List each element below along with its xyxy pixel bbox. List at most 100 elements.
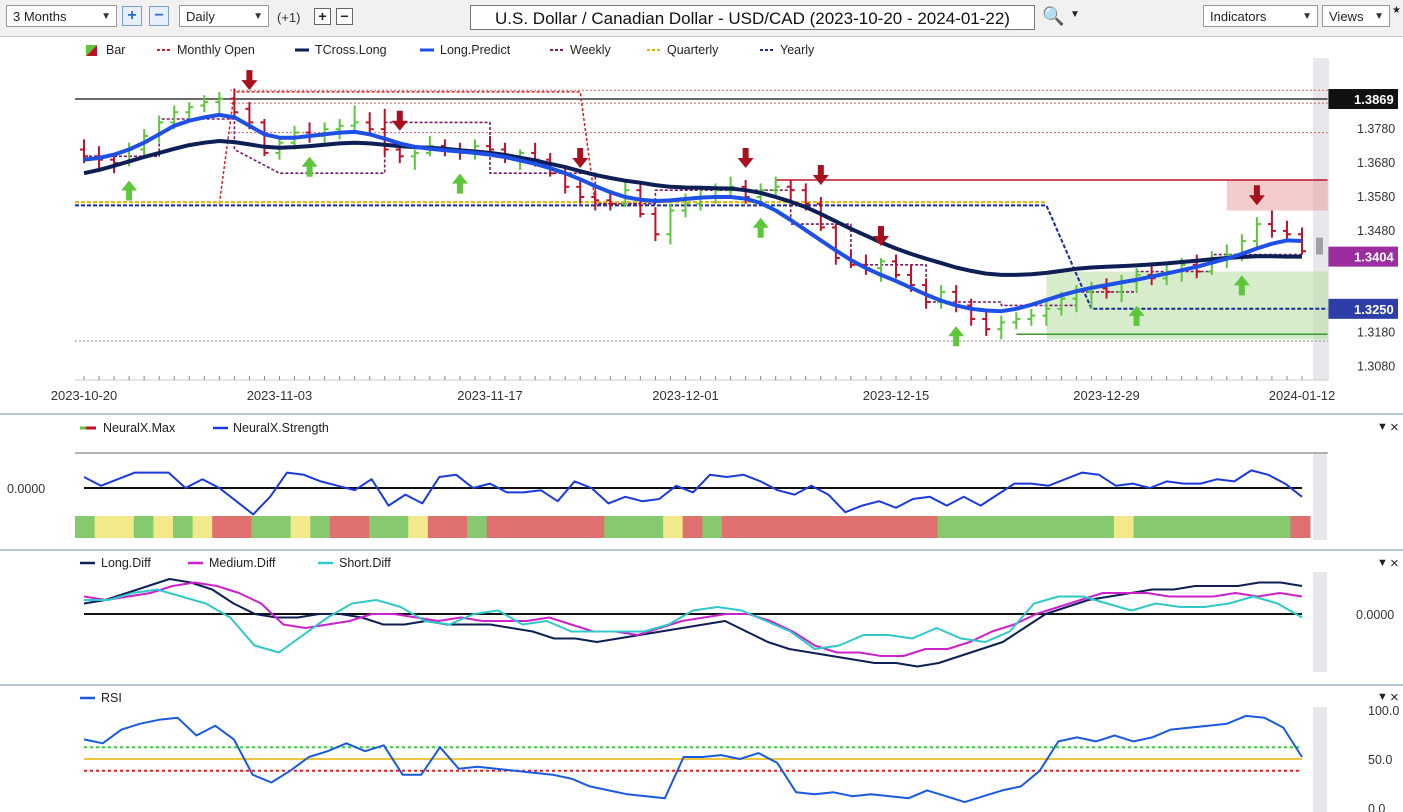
neuralx-max-cell — [231, 516, 252, 538]
chevron-down-icon: ▼ — [1374, 11, 1384, 22]
indicators-select[interactable]: Indicators ▼ — [1203, 5, 1318, 27]
neuralx-strength-line — [83, 469, 1303, 516]
price-tag-label: 1.3404 — [1354, 250, 1395, 265]
diff-series-line — [83, 578, 1303, 668]
neuralx-max-cell — [682, 516, 703, 538]
y-tick-label: 1.3580 — [1357, 190, 1395, 204]
interval-value: Daily — [186, 9, 215, 24]
legend-label: RSI — [101, 691, 122, 705]
views-select[interactable]: Views ▼ — [1322, 5, 1390, 27]
neuralx-max-cell — [957, 516, 978, 538]
chevron-down-icon: ▼ — [101, 11, 111, 22]
search-icon[interactable]: 🔍 — [1042, 6, 1065, 26]
sell-signal-arrow-icon — [241, 70, 258, 91]
rsi-panel: RSI 100.0 50.0 0.0 ▼ × — [80, 689, 1399, 812]
indicators-label: Indicators — [1210, 9, 1267, 24]
neuralx-max-cell — [1094, 516, 1115, 538]
neuralx-max-cell — [839, 516, 860, 538]
neuralx-max-cell — [467, 516, 488, 538]
legend-label: TCross.Long — [315, 43, 387, 57]
price-tag — [1328, 89, 1398, 110]
price-tag — [1328, 246, 1398, 267]
neuralx-max-cell — [212, 516, 233, 538]
neuralx-max-cell — [192, 516, 213, 538]
panel-divider[interactable] — [0, 413, 1403, 415]
weekly-line — [84, 118, 1302, 307]
neuralx-max-cell — [721, 516, 743, 538]
neuralx-max-cell — [75, 516, 96, 538]
neuralx-max-cell — [878, 516, 899, 538]
future-shade — [1313, 453, 1327, 540]
neuralx-max-cell — [290, 516, 311, 538]
y-tick-label: 1.3780 — [1357, 122, 1395, 136]
price-axis-area — [1328, 58, 1403, 380]
x-tick-label: 2023-12-29 — [1073, 388, 1140, 403]
close-icon: × — [1390, 689, 1399, 706]
yearly-line — [75, 204, 1328, 310]
period-value: 3 Months — [13, 9, 67, 24]
expand-button[interactable]: + — [314, 8, 331, 25]
zoom-out-button[interactable]: − — [149, 6, 169, 26]
period-select[interactable]: 3 Months ▼ — [6, 5, 117, 27]
legend-label: Yearly — [780, 43, 815, 57]
sell-signal-arrow-icon — [1248, 185, 1265, 206]
interval-select[interactable]: Daily ▼ — [179, 5, 269, 27]
collapse-button[interactable]: − — [336, 8, 353, 25]
x-tick-label: 2023-11-03 — [247, 388, 313, 403]
y-tick-label: 0.0 — [1368, 802, 1385, 812]
neuralx-max-cell — [976, 516, 997, 538]
sell-signal-arrow-icon — [572, 148, 589, 169]
neuralx-max-cell — [1211, 516, 1233, 538]
legend-label: Long.Diff — [101, 556, 151, 570]
neuralx-max-cell — [1231, 516, 1252, 538]
chevron-down-icon: ▼ — [253, 11, 263, 22]
neuralx-max-cell — [1113, 516, 1135, 538]
neuralx-max-cell — [388, 516, 409, 538]
neuralx-max-cell — [1192, 516, 1213, 538]
neuralx-max-cell — [761, 516, 782, 538]
neuralx-max-cell — [173, 516, 194, 538]
x-tick-label: 2023-12-15 — [863, 388, 930, 403]
instrument-title[interactable]: U.S. Dollar / Canadian Dollar - USD/CAD … — [470, 5, 1035, 30]
x-tick-label: 2023-11-17 — [457, 388, 523, 403]
neuralx-max-cell — [584, 516, 605, 538]
chevron-down-icon: ▼ — [1377, 557, 1388, 569]
future-shade — [1313, 572, 1327, 672]
x-tick-label: 2023-10-20 — [51, 388, 118, 403]
y-tick-label: 0.0000 — [7, 482, 45, 496]
price-tag-label: 1.3250 — [1354, 302, 1394, 317]
neuralx-max-cell — [369, 516, 390, 538]
legend-bar-swatch — [86, 45, 97, 56]
neuralx-max-cell — [1172, 516, 1193, 538]
neuralx-max-cell — [486, 516, 507, 538]
y-tick-label: 0.0000 — [1356, 608, 1394, 622]
chevron-down-icon: ▼ — [1302, 11, 1312, 22]
neuralx-max-cell — [565, 516, 586, 538]
y-tick-label: 1.3680 — [1357, 156, 1395, 170]
panel-divider[interactable] — [0, 549, 1403, 551]
neuralx-max-cell — [937, 516, 958, 538]
neuralx-max-cell — [1153, 516, 1174, 538]
y-tick-label: 50.0 — [1368, 753, 1392, 767]
neuralx-max-cell — [702, 516, 723, 538]
buy-signal-arrow-icon — [301, 156, 318, 177]
pin-icon[interactable]: ★ — [1392, 5, 1401, 16]
neuralx-max-cell — [329, 516, 350, 538]
neuralx-max-cell — [859, 516, 880, 538]
neuralx-max-cell — [917, 516, 939, 538]
pending-candle — [1316, 237, 1323, 255]
neuralx-max-cell — [800, 516, 821, 538]
legend-label: Weekly — [570, 43, 612, 57]
price-tag-label: 1.3869 — [1354, 92, 1394, 107]
chevron-down-icon: ▼ — [1377, 421, 1388, 433]
chevron-down-icon[interactable]: ▼ — [1070, 9, 1080, 20]
legend-label: NeuralX.Max — [103, 421, 176, 435]
long-predict-line — [83, 112, 1303, 314]
neuralx-max-cell — [427, 516, 448, 538]
panel-divider[interactable] — [0, 684, 1403, 686]
views-label: Views — [1329, 9, 1364, 24]
neuralx-max-cell — [114, 516, 135, 538]
y-tick-label: 100.0 — [1368, 704, 1399, 718]
x-tick-label: 2023-12-01 — [652, 388, 719, 403]
zoom-in-button[interactable]: + — [122, 6, 142, 26]
